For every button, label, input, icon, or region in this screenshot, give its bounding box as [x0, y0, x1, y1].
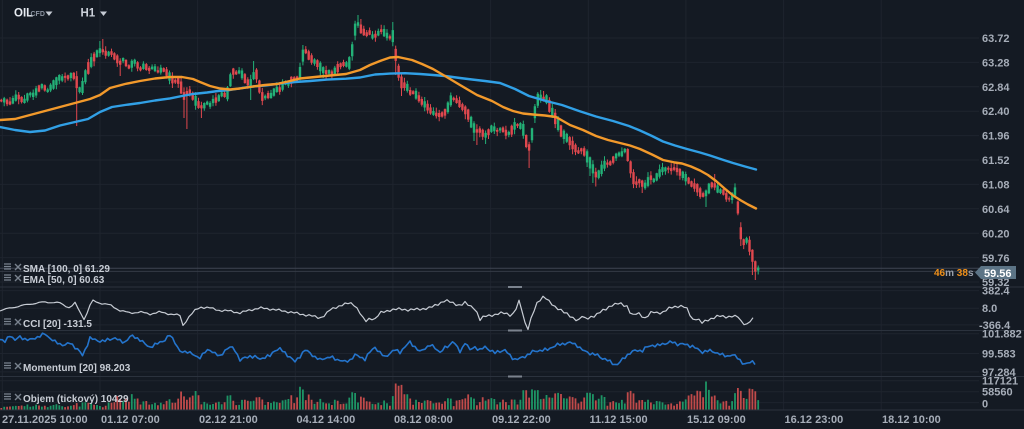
svg-text:58560: 58560 [982, 387, 1013, 399]
svg-text:59.76: 59.76 [982, 253, 1010, 265]
svg-text:CFD: CFD [31, 11, 45, 18]
svg-text:63.72: 63.72 [982, 33, 1010, 45]
svg-text:OIL: OIL [14, 8, 33, 20]
svg-text:SMA [100, 0] 61.29: SMA [100, 0] 61.29 [23, 264, 110, 275]
svg-text:16.12 23:00: 16.12 23:00 [785, 414, 844, 426]
svg-text:117121: 117121 [982, 376, 1018, 388]
svg-text:63.28: 63.28 [982, 57, 1010, 69]
svg-text:15.12 09:00: 15.12 09:00 [687, 414, 746, 426]
svg-text:8.0: 8.0 [982, 303, 997, 315]
svg-text:61.08: 61.08 [982, 180, 1010, 192]
svg-text:27.11.2025 10:00: 27.11.2025 10:00 [2, 414, 88, 426]
svg-text:09.12 22:00: 09.12 22:00 [492, 414, 551, 426]
svg-text:18.12 10:00: 18.12 10:00 [882, 414, 941, 426]
svg-text:Momentum [20] 98.203: Momentum [20] 98.203 [23, 363, 131, 374]
svg-text:97.284: 97.284 [982, 367, 1017, 379]
svg-text:46m 38s: 46m 38s [934, 268, 974, 279]
svg-text:H1: H1 [81, 8, 96, 20]
svg-text:59.32: 59.32 [982, 277, 1010, 289]
svg-text:60.20: 60.20 [982, 228, 1010, 240]
svg-text:EMA [50, 0] 60.63: EMA [50, 0] 60.63 [23, 275, 105, 286]
svg-text:99.583: 99.583 [982, 349, 1016, 361]
svg-text:62.40: 62.40 [982, 106, 1010, 118]
svg-text:60.64: 60.64 [982, 204, 1010, 216]
svg-text:59.56: 59.56 [984, 268, 1012, 280]
svg-text:61.96: 61.96 [982, 131, 1010, 143]
svg-text:11.12 15:00: 11.12 15:00 [590, 414, 648, 426]
svg-text:61.52: 61.52 [982, 155, 1010, 167]
svg-text:08.12 08:00: 08.12 08:00 [394, 414, 453, 426]
svg-text:101.882: 101.882 [982, 329, 1022, 341]
svg-text:01.12 07:00: 01.12 07:00 [101, 414, 160, 426]
svg-text:0: 0 [982, 399, 988, 411]
svg-text:-366.4: -366.4 [979, 320, 1011, 332]
svg-text:62.84: 62.84 [982, 82, 1010, 94]
svg-text:04.12 14:00: 04.12 14:00 [297, 414, 356, 426]
svg-text:CCI [20] -131.5: CCI [20] -131.5 [23, 319, 92, 330]
svg-text:Objem (tickový) 10429: Objem (tickový) 10429 [23, 394, 129, 405]
svg-text:382.4: 382.4 [982, 286, 1010, 298]
svg-text:02.12 21:00: 02.12 21:00 [199, 414, 258, 426]
